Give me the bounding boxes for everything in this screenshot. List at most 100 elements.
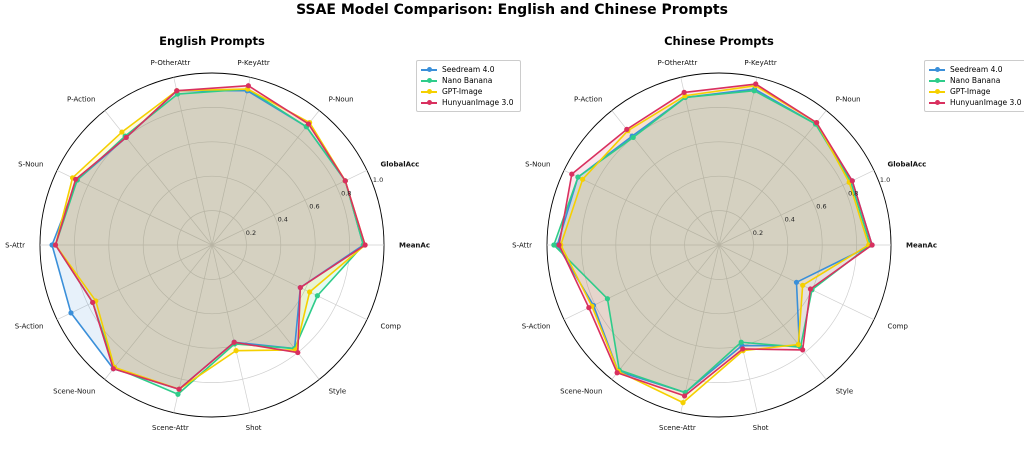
data-point-hunyuanimage-3-0-s-attr (556, 242, 562, 248)
radar-chart-chinese: Chinese Prompts 0.2 0.4 0.6 0.8 1.0 MeanAcc Com… (512, 34, 937, 432)
chart-title: Chinese Prompts (664, 34, 774, 48)
axis-label-s-action: S-Action (15, 323, 44, 331)
axis-label-meanacc: MeanAcc (399, 242, 430, 250)
axis-label-globalacc: GlobalAcc (888, 160, 927, 168)
data-point-hunyuanimage-3-0-s-action (586, 305, 592, 311)
legend-item-gpt-image: GPT-Image (929, 86, 1022, 97)
data-point-gpt-image-comp (307, 289, 313, 295)
legend-swatch (421, 88, 437, 96)
data-point-hunyuanimage-3-0-style (295, 349, 301, 356)
legend-label: Nano Banana (442, 76, 493, 85)
data-point-hunyuanimage-3-0-p-noun (813, 120, 820, 126)
axis-label-p-noun: P-Noun (329, 95, 354, 103)
data-point-hunyuanimage-3-0-p-action (624, 126, 630, 132)
legend-item-nano-banana: Nano Banana (421, 75, 514, 86)
data-point-seedream-4-0-comp (793, 279, 800, 285)
data-point-gpt-image-p-action (119, 129, 125, 135)
data-point-hunyuanimage-3-0-globalacc (849, 178, 855, 184)
data-point-nano-banana-s-noun (575, 174, 581, 180)
series-area-gpt-image (55, 89, 366, 390)
legend-label: HunyuanImage 3.0 (442, 98, 514, 107)
legend-label: GPT-Image (442, 87, 483, 96)
data-point-hunyuanimage-3-0-s-attr (52, 242, 59, 248)
data-point-hunyuanimage-3-0-scene-noun (110, 366, 116, 372)
legend-label: HunyuanImage 3.0 (950, 98, 1022, 107)
data-point-gpt-image-s-noun (580, 176, 586, 182)
series-area-nano-banana (55, 89, 364, 395)
series-area-gpt-image (560, 85, 869, 403)
axis-label-globalacc: GlobalAcc (381, 160, 420, 168)
radial-tick-label: 0.2 (246, 229, 256, 237)
data-point-hunyuanimage-3-0-comp (297, 284, 303, 291)
data-point-nano-banana-p-keyattr (751, 88, 757, 94)
axis-label-p-otherattr: P-OtherAttr (151, 59, 191, 67)
grid-spoke (211, 77, 251, 246)
data-point-nano-banana-s-attr (551, 242, 557, 248)
data-point-hunyuanimage-3-0-p-otherattr (681, 89, 687, 95)
legend-english: Seedream 4.0 Nano Banana GPT-Image HunyuanI… (416, 60, 521, 112)
radial-tick-label: 0.6 (816, 203, 826, 211)
legend-chinese: Seedream 4.0 Nano Banana GPT-Image HunyuanI… (924, 60, 1024, 112)
data-point-hunyuanimage-3-0-scene-attr (681, 393, 688, 399)
radial-tick-label: 0.6 (309, 203, 319, 211)
legend-item-gpt-image: GPT-Image (421, 86, 514, 97)
data-point-hunyuanimage-3-0-s-noun (73, 176, 79, 182)
grid-spoke (611, 244, 720, 380)
axis-label-scene-noun: Scene-Noun (53, 388, 95, 396)
axis-label-shot: Shot (246, 424, 262, 432)
axis-label-s-action: S-Action (522, 323, 551, 331)
axis-label-comp: Comp (381, 323, 402, 331)
legend-swatch (929, 88, 945, 96)
axis-label-scene-attr: Scene-Attr (659, 424, 696, 432)
legend-label: GPT-Image (950, 87, 991, 96)
data-point-hunyuanimage-3-0-style (800, 347, 806, 353)
data-point-nano-banana-s-action (604, 296, 611, 302)
figure-title: SSAE Model Comparison: English and Chine… (296, 2, 728, 18)
grid-spoke (680, 77, 720, 246)
axis-label-p-otherattr: P-OtherAttr (658, 59, 698, 67)
data-point-nano-banana-shot (738, 339, 744, 345)
grid-spoke (718, 110, 827, 246)
axis-label-s-attr: S-Attr (5, 242, 25, 250)
legend-swatch (929, 99, 945, 107)
legend-label: Nano Banana (950, 76, 1001, 85)
series-area-nano-banana (553, 90, 871, 393)
legend-swatch (421, 99, 437, 107)
grid-spoke (718, 244, 827, 380)
data-point-hunyuanimage-3-0-p-action (123, 134, 129, 141)
data-point-gpt-image-comp (800, 282, 806, 288)
data-point-hunyuanimage-3-0-p-otherattr (174, 88, 180, 94)
grid-spoke (211, 244, 251, 413)
grid-spoke (611, 110, 720, 246)
series-area-hunyuanimage-3-0 (55, 85, 366, 390)
data-point-hunyuanimage-3-0-s-action (90, 299, 96, 306)
data-point-gpt-image-shot (233, 348, 239, 354)
grid-spoke (173, 244, 213, 413)
data-point-hunyuanimage-3-0-comp (807, 286, 814, 292)
radial-tick-label: 0.8 (848, 189, 858, 197)
legend-swatch (929, 77, 945, 85)
axis-label-shot: Shot (753, 424, 769, 432)
data-point-nano-banana-scene-attr (175, 391, 181, 397)
data-point-hunyuanimage-3-0-p-keyattr (245, 83, 251, 89)
grid-spoke (211, 244, 368, 320)
legend-item-nano-banana: Nano Banana (929, 75, 1022, 86)
radial-tick-label: 0.2 (753, 229, 763, 237)
radial-tick-label: 1.0 (880, 176, 890, 184)
data-point-hunyuanimage-3-0-shot (740, 346, 746, 352)
axis-label-p-keyattr: P-KeyAttr (744, 59, 776, 67)
axis-label-comp: Comp (888, 323, 909, 331)
axis-label-p-action: P-Action (67, 95, 95, 103)
data-point-hunyuanimage-3-0-scene-attr (176, 386, 182, 392)
legend-item-seedream-4-0: Seedream 4.0 (929, 64, 1022, 75)
data-point-hunyuanimage-3-0-globalacc (342, 178, 348, 184)
axis-label-style: Style (836, 388, 854, 396)
radial-tick-label: 0.8 (341, 189, 351, 197)
data-point-hunyuanimage-3-0-s-noun (569, 171, 575, 177)
legend-swatch (421, 66, 437, 74)
series-area-hunyuanimage-3-0 (559, 84, 873, 396)
axis-label-p-noun: P-Noun (836, 95, 861, 103)
grid-spoke (173, 77, 213, 246)
data-point-nano-banana-p-action (630, 134, 636, 141)
